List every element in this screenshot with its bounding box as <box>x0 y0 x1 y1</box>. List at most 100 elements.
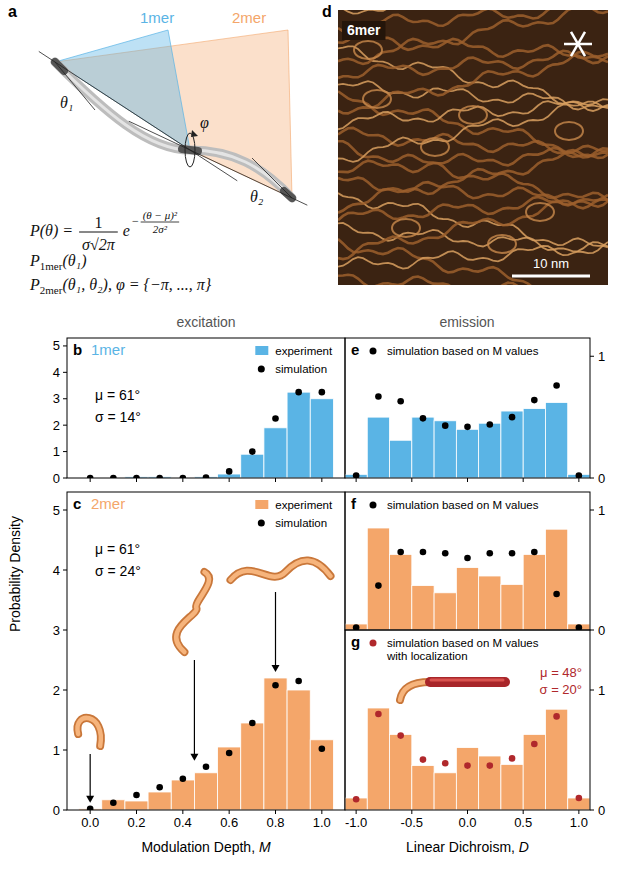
legend-label: experiment <box>275 345 333 357</box>
y-tick-label: 5 <box>53 503 60 518</box>
orientation-star <box>571 32 585 56</box>
strand <box>338 10 608 64</box>
legend-label: simulation <box>275 517 327 529</box>
panel-title: 1mer <box>91 341 125 358</box>
legend: experimentsimulation <box>255 499 333 529</box>
x-tick-label: 0.6 <box>220 815 238 830</box>
y-tick-label: 1 <box>598 503 605 518</box>
bar <box>456 429 478 478</box>
loop <box>555 122 583 140</box>
marks <box>79 678 334 810</box>
point <box>249 448 256 455</box>
strand <box>338 223 608 251</box>
y-tick-label: 1 <box>598 349 605 364</box>
image-background <box>338 10 608 285</box>
tangent-line <box>55 62 95 110</box>
x-tick <box>229 478 230 482</box>
point <box>442 550 449 557</box>
bar <box>310 740 333 810</box>
y-tick-label: 0 <box>598 803 605 818</box>
y-tick-label: 3 <box>53 623 60 638</box>
y-tick-label: 2 <box>53 418 60 433</box>
point <box>375 711 382 718</box>
chain-shape <box>231 560 331 580</box>
x-tick <box>182 810 183 814</box>
loop <box>392 219 420 237</box>
axis-title-part: Modulation Depth, <box>141 839 259 855</box>
symbol: P <box>29 276 40 293</box>
chain-shape-highlight <box>77 718 100 746</box>
x-tick <box>182 478 183 482</box>
panel-letter: e <box>351 341 359 358</box>
arrow-annotation <box>231 560 331 672</box>
subscript: 2mer <box>40 284 63 296</box>
x-tick <box>356 478 357 482</box>
point <box>420 549 427 556</box>
y-tick-label: 4 <box>53 365 60 380</box>
panel-title: 2mer <box>91 495 125 512</box>
marks <box>345 382 590 478</box>
y-tick <box>590 810 594 811</box>
y-tick-label: 0 <box>598 623 605 638</box>
annotation: σ = 14° <box>95 409 141 425</box>
bar <box>456 568 478 630</box>
x-tick-label: -1.0 <box>345 815 367 830</box>
loop <box>354 41 382 59</box>
bar <box>125 801 148 810</box>
y-tick-label: 5 <box>53 338 60 353</box>
formula: P(θ) =σ√2π1e−(θ − μ)²2σ² <box>29 209 179 253</box>
y-tick-label: 1 <box>53 444 60 459</box>
y-tick-label: 2 <box>53 683 60 698</box>
loop <box>421 138 449 156</box>
bar <box>264 678 287 810</box>
scale-bar <box>512 275 590 278</box>
region-label: 1mer <box>140 9 174 26</box>
y-tick <box>63 345 67 346</box>
x-tick <box>467 478 468 482</box>
chain-shape-highlight <box>176 572 209 652</box>
point <box>442 760 449 767</box>
bar <box>102 800 125 810</box>
x-tick <box>356 810 357 814</box>
point <box>295 389 302 396</box>
bar <box>545 403 567 478</box>
point <box>272 415 279 422</box>
region-1mer <box>55 30 190 150</box>
y-tick-label: 4 <box>53 563 60 578</box>
bar <box>479 576 501 630</box>
bar <box>523 554 545 630</box>
y-tick <box>63 372 67 373</box>
y-tick-label: 0 <box>53 471 60 486</box>
point <box>203 764 210 771</box>
x-tick-label: 0.8 <box>266 815 284 830</box>
x-tick <box>578 478 579 482</box>
strand <box>338 128 608 158</box>
arrow-head <box>272 665 280 672</box>
bar <box>390 554 412 630</box>
bar <box>367 417 389 478</box>
legend-swatch <box>255 346 268 355</box>
arguments: (θ₁, θ₂), φ = {−π, ..., π} <box>62 276 211 294</box>
annotation: μ = 61° <box>95 387 140 403</box>
rod-highlight <box>431 679 503 682</box>
panel-letter: f <box>351 495 357 512</box>
legend: simulation based on M values <box>370 499 539 511</box>
chain-shape-highlight <box>231 560 331 580</box>
legend-marker <box>370 348 377 355</box>
legend: experimentsimulation <box>255 345 333 375</box>
chain-shape <box>77 718 100 746</box>
x-tick <box>467 810 468 814</box>
y-tick <box>590 510 594 511</box>
y-tick <box>590 630 594 631</box>
point <box>553 591 560 598</box>
point <box>553 382 560 389</box>
image-label: 6mer <box>347 22 381 38</box>
loop <box>526 203 554 221</box>
bar <box>171 780 194 810</box>
strand <box>338 201 608 259</box>
y-tick <box>63 630 67 631</box>
bar <box>148 792 171 810</box>
x-tick <box>578 810 579 814</box>
point <box>486 421 493 428</box>
panel-letter: c <box>73 495 81 512</box>
